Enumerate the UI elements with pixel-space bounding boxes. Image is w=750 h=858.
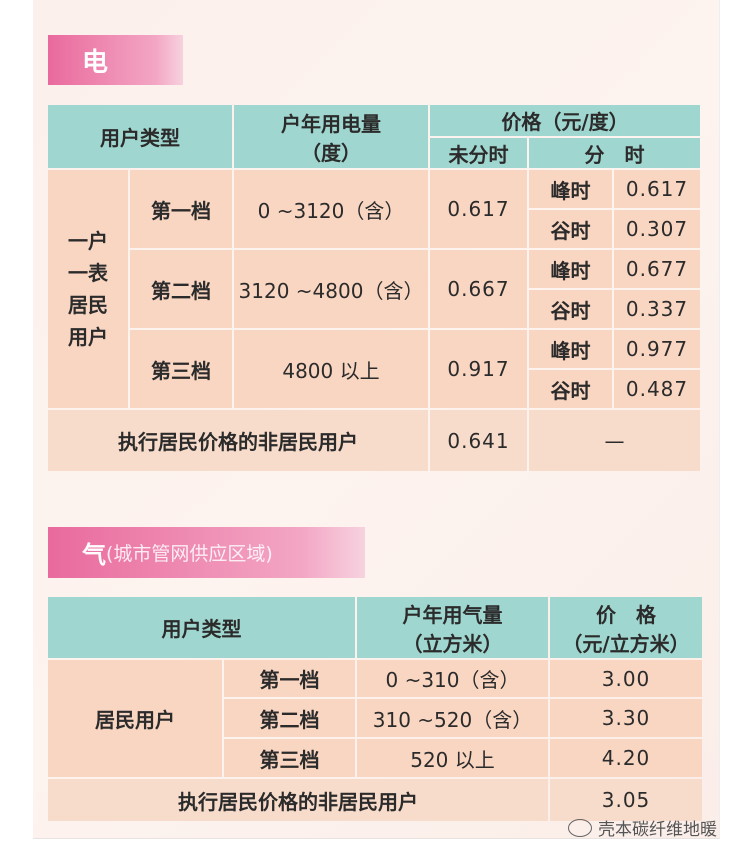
peak-label: 峰时	[529, 330, 612, 368]
header-annual-usage-unit: （立方米）	[402, 631, 503, 656]
header-tou: 分 时	[529, 138, 701, 168]
table-row: 第三档 520 以上 4.20	[48, 739, 702, 777]
non-resident-label: 执行居民价格的非居民用户	[48, 779, 548, 821]
table-row: 第二档 3120 ~4800（含） 0.667 峰时 0.677	[48, 250, 701, 328]
electricity-section-label: 电	[48, 35, 183, 85]
watermark-text: 壳本碳纤维地暖	[598, 820, 717, 840]
tier-label: 第一档	[130, 170, 232, 248]
peak-price: 0.677	[614, 250, 701, 288]
tier-label: 第三档	[130, 330, 232, 408]
gas-price-table: 用户类型 户年用气量 （立方米） 价 格 （元/立方米） 居民用户 第一档 0 ~3…	[46, 595, 704, 823]
table-row: 居民用户 第一档 0 ~310（含） 3.00	[48, 660, 702, 777]
flat-price: 0.617	[430, 170, 527, 248]
gas-section-label: 气 (城市管网供应区域)	[48, 527, 365, 578]
tier-price: 3.00	[550, 660, 702, 697]
valley-price: 0.307	[614, 210, 701, 248]
non-resident-price: 3.05	[550, 779, 702, 821]
watermark: 壳本碳纤维地暖	[568, 815, 717, 840]
tier-label: 第二档	[224, 699, 355, 737]
tier-range: 310 ~520（含）	[357, 699, 548, 737]
non-resident-flat-price: 0.641	[430, 410, 527, 471]
header-annual-usage: 户年用电量 （度）	[234, 105, 428, 168]
peak-price: 0.617	[614, 170, 701, 208]
electricity-title: 电	[82, 47, 109, 78]
header-user-type: 用户类型	[48, 597, 355, 658]
non-resident-tou-price: —	[529, 410, 701, 471]
electricity-price-table: 用户类型 户年用电量 （度） 价格（元/度） 未分时 分 时 一户一表居民用户 第…	[46, 103, 702, 473]
peak-label: 峰时	[529, 250, 612, 288]
table-row: 谷时 0.307	[48, 210, 701, 248]
table-row: 执行居民价格的非居民用户 0.641 —	[48, 410, 701, 471]
header-annual-usage-label: 户年用电量	[281, 111, 381, 136]
header-price-unit: （元/立方米）	[562, 631, 690, 656]
valley-price: 0.337	[614, 290, 701, 328]
peak-label: 峰时	[529, 170, 612, 208]
group-label: 一户一表居民用户	[48, 170, 128, 408]
flat-price: 0.917	[430, 330, 527, 408]
table-row: 谷时 0.487	[48, 370, 701, 408]
header-annual-usage-label: 户年用气量	[402, 602, 503, 627]
header-user-type: 用户类型	[48, 105, 232, 168]
group-label-text: 一户一表居民用户	[68, 229, 108, 349]
group-label: 居民用户	[48, 660, 222, 777]
table-row: 第三档 4800 以上 0.917 峰时 0.977	[48, 330, 701, 408]
wechat-icon	[568, 818, 592, 837]
tier-label: 第三档	[224, 739, 355, 777]
table-row: 谷时 0.337	[48, 290, 701, 328]
tier-price: 3.30	[550, 699, 702, 737]
valley-label: 谷时	[529, 210, 612, 248]
tier-range: 3120 ~4800（含）	[234, 250, 428, 328]
gas-subtitle: (城市管网供应区域)	[106, 543, 273, 565]
header-annual-usage-unit: （度）	[301, 140, 361, 165]
flat-price: 0.667	[430, 250, 527, 328]
tier-label: 第二档	[130, 250, 232, 328]
table-header-row: 用户类型 户年用电量 （度） 价格（元/度）	[48, 105, 701, 168]
peak-price: 0.977	[614, 330, 701, 368]
header-no-tou: 未分时	[430, 138, 527, 168]
gas-title: 气	[82, 541, 106, 569]
tier-label: 第一档	[224, 660, 355, 697]
header-price: 价 格 （元/立方米）	[550, 597, 702, 658]
valley-price: 0.487	[614, 370, 701, 408]
valley-label: 谷时	[529, 290, 612, 328]
table-row: 第二档 310 ~520（含） 3.30	[48, 699, 702, 737]
tier-price: 4.20	[550, 739, 702, 777]
table-row: 执行居民价格的非居民用户 3.05	[48, 779, 702, 821]
tier-range: 4800 以上	[234, 330, 428, 408]
valley-label: 谷时	[529, 370, 612, 408]
table-header-row: 未分时 分 时	[48, 138, 701, 168]
header-annual-usage: 户年用气量 （立方米）	[357, 597, 548, 658]
tier-range: 0 ~310（含）	[357, 660, 548, 697]
tier-range: 520 以上	[357, 739, 548, 777]
tier-range: 0 ~3120（含）	[234, 170, 428, 248]
header-price: 价格（元/度）	[430, 105, 701, 136]
table-row: 一户一表居民用户 第一档 0 ~3120（含） 0.617 峰时 0.617	[48, 170, 701, 408]
table-header-row: 用户类型 户年用气量 （立方米） 价 格 （元/立方米）	[48, 597, 702, 658]
header-price-label: 价 格	[596, 602, 656, 627]
non-resident-label: 执行居民价格的非居民用户	[48, 410, 428, 471]
